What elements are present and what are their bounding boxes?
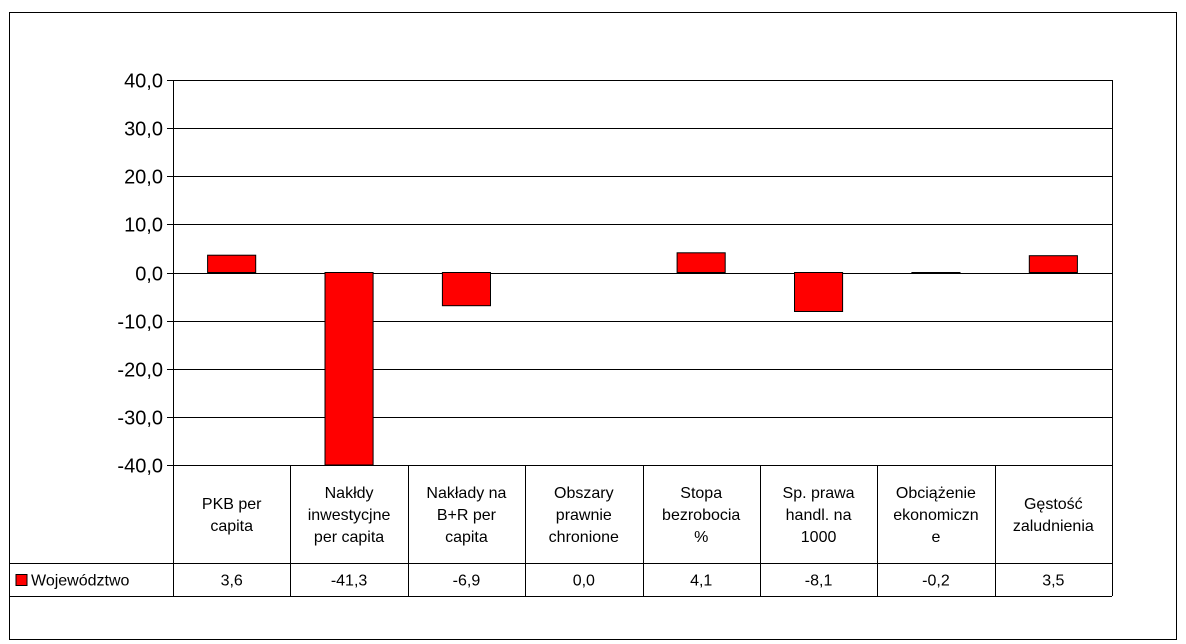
category-label: Nakłady na B+R per capita: [426, 485, 506, 546]
table-value-cell: -0,2: [922, 573, 950, 590]
table-value-cell: 0,0: [573, 573, 595, 590]
y-tick-label: 10,0: [124, 215, 163, 237]
bar: [324, 272, 374, 466]
table-value-cell: -6,9: [453, 573, 481, 590]
data-table: PKB per capita Nakłdy inwestycjne per capita…: [9, 465, 1113, 597]
y-tick-label: 40,0: [124, 71, 163, 93]
legend-swatch: [15, 574, 28, 586]
y-tick-label: -30,0: [117, 408, 163, 430]
table-value-cell: 4,1: [690, 573, 712, 590]
category-label: Sp. prawa handl. na 1000: [783, 485, 855, 546]
bars: [207, 252, 1078, 466]
y-tick-label: -10,0: [117, 312, 163, 334]
table-value-cell: 3,5: [1042, 573, 1064, 590]
legend-series-name: Województwo: [31, 573, 130, 590]
category-label: Nakłdy inwestycjne per capita: [308, 485, 391, 546]
chart-frame: [9, 12, 1177, 640]
y-tick-label: 30,0: [124, 119, 163, 141]
bar: [1028, 255, 1078, 273]
category-label: PKB per capita: [202, 496, 262, 535]
y-tick-label: 20,0: [124, 167, 163, 189]
y-tick-label: -40,0: [117, 456, 163, 478]
category-label: Obciążenie ekonomiczn e: [893, 485, 978, 546]
bar: [441, 272, 491, 307]
bar: [794, 272, 844, 312]
y-tick-label: 0,0: [135, 264, 163, 286]
table-value-cell: 3,6: [221, 573, 243, 590]
bar: [911, 272, 961, 274]
category-label: Stopa bezrobocia%: [662, 485, 740, 546]
category-label: Gęstość zaludnienia: [1013, 496, 1094, 535]
table-value-cell: -41,3: [331, 573, 368, 590]
y-tick-label: -20,0: [117, 360, 163, 382]
bar: [207, 254, 257, 273]
bar: [676, 252, 726, 274]
gridlines: [173, 80, 1112, 466]
y-tick-labels: 40,0 30,0 20,0 10,0 0,0 -10,0 -20,0 -30,0 -40,0: [117, 71, 163, 478]
category-label: Obszary prawnie chronione: [549, 485, 619, 546]
table-value-cell: -8,1: [805, 573, 833, 590]
